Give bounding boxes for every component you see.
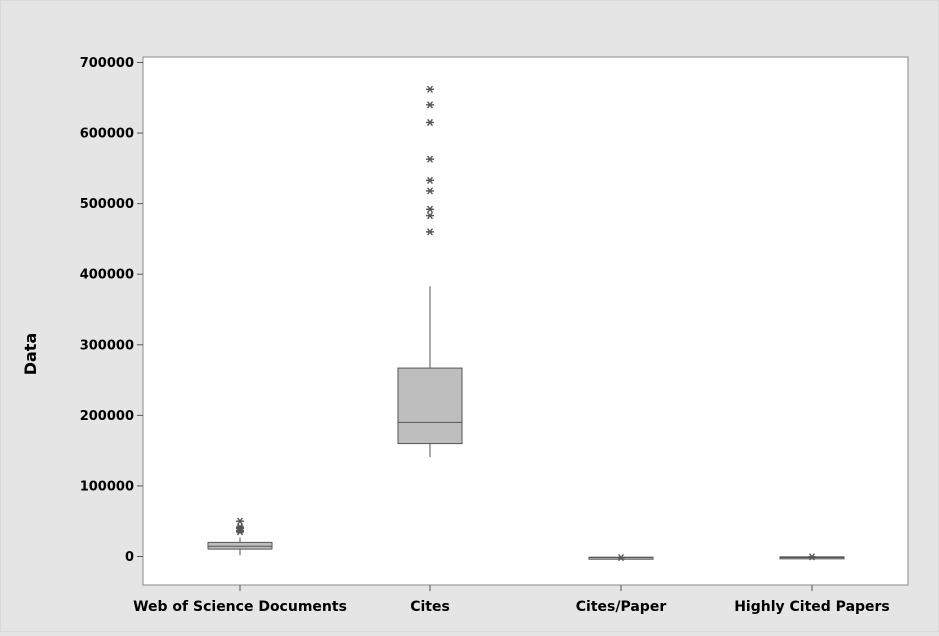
outlier-point: [426, 176, 434, 184]
outlier-point: [236, 523, 244, 531]
box-series: [207, 517, 273, 556]
x-tick-label: Cites: [410, 599, 450, 615]
box-series: [588, 553, 654, 562]
outlier-point: [426, 155, 434, 163]
plot-area: [142, 56, 909, 586]
box-iqr: [207, 541, 273, 550]
outlier-point: [236, 517, 244, 525]
y-tick-label: 500000: [80, 197, 134, 212]
outlier-point: [426, 228, 434, 236]
x-tick-label: Highly Cited Papers: [734, 599, 890, 615]
y-tick-label: 300000: [80, 338, 134, 353]
outlier-point: [426, 187, 434, 195]
y-tick-label: 200000: [80, 409, 134, 424]
x-tick-label: Cites/Paper: [576, 599, 667, 615]
outlier-point: [426, 85, 434, 93]
outlier-point: [236, 524, 244, 532]
y-tick-label: 400000: [80, 268, 134, 283]
y-axis-title: Data: [21, 333, 40, 376]
outlier-point: [426, 118, 434, 127]
box-series: [397, 85, 463, 457]
x-tick-label: Web of Science Documents: [133, 599, 347, 615]
y-tick-label: 600000: [80, 127, 134, 142]
y-axis: 0 100000 200000 300000 400000 500000 600000 700…: [80, 56, 143, 565]
boxes-group: [207, 85, 845, 562]
outlier-point: [808, 553, 816, 561]
x-axis: Web of Science Documents Cites Cites/Paper…: [133, 585, 890, 615]
y-tick-label: 700000: [80, 56, 134, 71]
y-tick-label: 0: [125, 550, 134, 565]
y-tick-label: 100000: [80, 479, 134, 494]
outlier-point: [426, 205, 434, 213]
box-series: [779, 553, 845, 561]
outlier-point: [426, 101, 434, 109]
box-iqr: [397, 367, 463, 445]
outlier-point: [426, 212, 434, 220]
outlier-point: [617, 553, 625, 562]
